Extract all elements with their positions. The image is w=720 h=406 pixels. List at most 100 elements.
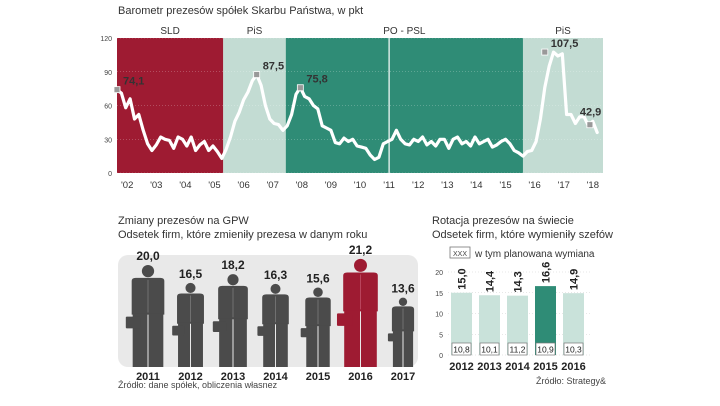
world-subtitle: Odsetek firm, które wymieniły szefów — [432, 229, 613, 241]
planned-label: 10,9 — [537, 345, 554, 355]
x-tick-label: '09 — [325, 180, 337, 191]
barometer-line — [115, 50, 599, 162]
gpw-title: Zmiany prezesów na GPW — [118, 215, 249, 227]
gpw-source: Źródło: dane spółek, obliczenia własnez — [118, 380, 278, 390]
figure-leg — [263, 323, 275, 367]
period-label: PO - PSL — [383, 26, 426, 37]
annotation-label: 87,5 — [263, 61, 284, 73]
x-tick-label: '14 — [470, 180, 482, 191]
figure-value-label: 16,3 — [264, 268, 288, 282]
period-band — [223, 38, 286, 173]
period-label: PiS — [555, 26, 571, 37]
planned-label: 11,2 — [510, 345, 526, 355]
y-tick-label: 15 — [435, 291, 443, 298]
world-title: Rotacja prezesów na świecie — [432, 215, 574, 227]
y-tick-label: 30 — [104, 137, 112, 144]
planned-label: 10,8 — [453, 345, 470, 355]
bar — [535, 286, 556, 355]
figure-briefcase — [387, 333, 398, 342]
x-tick-label: '10 — [354, 180, 366, 191]
figure-head — [270, 283, 281, 294]
bar-year-label: 2013 — [477, 361, 501, 373]
figure-leg — [318, 325, 330, 367]
x-tick-label: '11 — [383, 180, 395, 191]
annotation-marker — [113, 86, 121, 94]
annotation-label: 107,5 — [551, 38, 579, 50]
planned-box — [535, 342, 556, 356]
x-tick-label: '06 — [237, 180, 249, 191]
figure-head — [141, 265, 155, 278]
y-tick-label: 10 — [435, 312, 443, 319]
figure-leg — [148, 313, 164, 367]
y-tick-label: 90 — [104, 70, 112, 77]
x-tick-label: '07 — [266, 180, 278, 191]
figure-briefcase — [257, 326, 270, 336]
person-figure — [125, 265, 165, 367]
x-tick-label: '03 — [150, 180, 162, 191]
figure-head — [227, 274, 239, 286]
bar — [451, 292, 472, 355]
figure-year-label: 2016 — [348, 371, 372, 383]
y-tick-label: 0 — [439, 353, 443, 360]
bar — [563, 293, 584, 355]
bar-value-label: 14,3 — [513, 271, 525, 292]
annotation-marker — [253, 71, 261, 78]
period-band — [117, 38, 224, 173]
world-rotation-chart: Rotacja prezesów na świecie Odsetek firm… — [432, 215, 613, 386]
figure-year-label: 2012 — [178, 371, 202, 383]
barometer-title: Barometr prezesów spółek Skarbu Państwa,… — [118, 5, 363, 17]
planned-box — [451, 342, 472, 356]
figure-leg — [276, 323, 288, 367]
bar-value-label: 16,6 — [541, 262, 553, 283]
person-figure — [257, 283, 289, 367]
x-tick-label: '13 — [441, 180, 453, 191]
planned-label: 10,3 — [565, 345, 582, 355]
bar-value-label: 15,0 — [457, 268, 469, 289]
figure-leg — [361, 310, 377, 367]
figure-leg — [403, 330, 414, 367]
x-tick-label: '05 — [208, 180, 220, 191]
planned-box — [507, 342, 528, 356]
figure-year-label: 2015 — [306, 371, 330, 383]
world-legend: XXX w tym planowana wymiana — [449, 246, 595, 260]
figure-year-label: 2013 — [221, 371, 245, 383]
planned-box — [563, 342, 584, 356]
world-source: Źródło: Strategy& — [536, 376, 606, 386]
figure-head — [354, 258, 367, 272]
bar-year-label: 2015 — [533, 361, 557, 373]
legend-swatch-text: XXX — [453, 251, 467, 258]
figure-year-label: 2014 — [263, 371, 288, 383]
y-tick-label: 120 — [100, 36, 112, 43]
figure-leg — [191, 322, 203, 367]
planned-box — [479, 342, 500, 356]
y-tick-label: 20 — [435, 270, 443, 277]
figure-leg — [392, 330, 403, 367]
figure-leg — [233, 318, 247, 367]
y-tick-label: 60 — [104, 104, 112, 111]
annotation-marker — [541, 48, 549, 56]
person-figure — [212, 274, 248, 367]
bar — [507, 295, 528, 355]
figure-year-label: 2017 — [391, 371, 415, 383]
x-tick-label: '17 — [558, 180, 570, 191]
legend-swatch — [449, 246, 471, 259]
figure-value-label: 18,2 — [221, 258, 245, 272]
bar-value-label: 14,9 — [569, 269, 581, 290]
gpw-chart: Zmiany prezesów na GPW Odsetek firm, któ… — [118, 215, 418, 390]
barometer-chart: Barometr prezesów spółek Skarbu Państwa,… — [100, 5, 603, 191]
figure-briefcase — [212, 321, 227, 332]
figure-briefcase — [300, 328, 313, 338]
annotation-label: 74,1 — [123, 76, 144, 88]
planned-label: 10,1 — [481, 345, 498, 355]
person-figure — [300, 287, 331, 367]
figure-value-label: 15,6 — [306, 271, 330, 285]
figure-value-label: 16,5 — [179, 267, 203, 281]
bar — [479, 295, 500, 355]
period-band — [285, 38, 523, 173]
figure-value-label: 20,0 — [136, 249, 160, 263]
annotation-label: 42,9 — [580, 107, 601, 119]
person-figure — [172, 282, 204, 367]
annotation-marker — [586, 121, 594, 129]
figure-head — [185, 282, 196, 293]
